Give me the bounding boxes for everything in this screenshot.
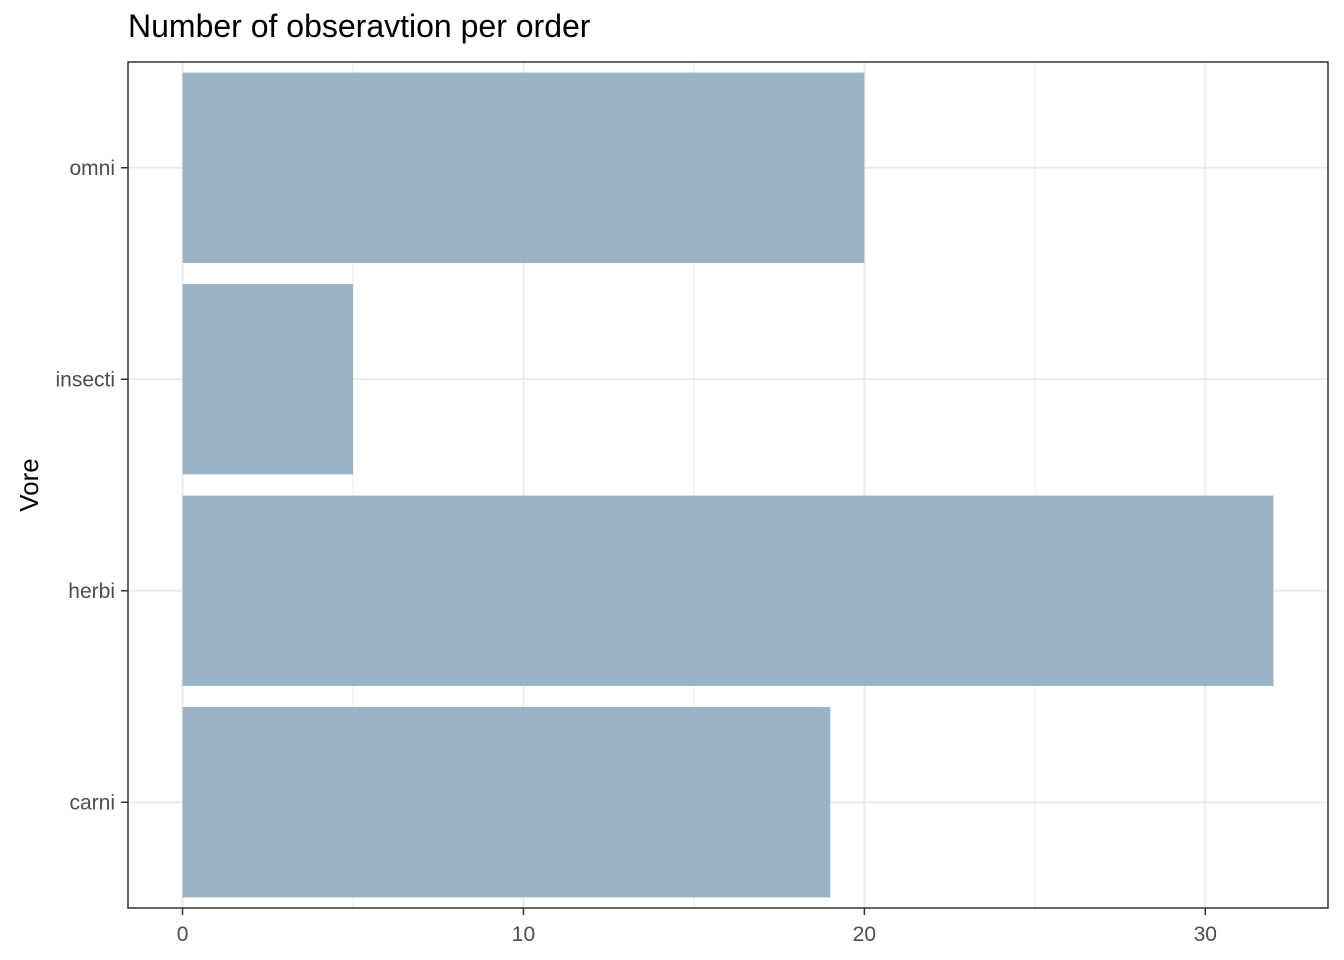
panel-border: [127, 61, 1329, 909]
bar-insecti: [182, 284, 353, 475]
y-tick-label-omni: omni: [69, 157, 115, 180]
x-tick-label: 10: [512, 923, 535, 946]
x-tick-label: 0: [177, 923, 189, 946]
bar-herbi: [182, 495, 1274, 686]
bars: [182, 72, 1274, 898]
x-tick-label: 20: [853, 923, 876, 946]
bar-omni: [182, 72, 865, 263]
x-tick-label: 30: [1194, 923, 1217, 946]
axes: carni herbi insecti omni 0 10 20 30: [55, 157, 1216, 946]
y-tick-label-herbi: herbi: [68, 580, 115, 603]
y-tick-label-carni: carni: [69, 791, 115, 814]
chart-title: Number of obseravtion per order: [128, 8, 591, 44]
bar-carni: [182, 707, 831, 898]
y-tick-label-insecti: insecti: [55, 368, 115, 391]
y-axis-title: Vore: [14, 458, 44, 512]
